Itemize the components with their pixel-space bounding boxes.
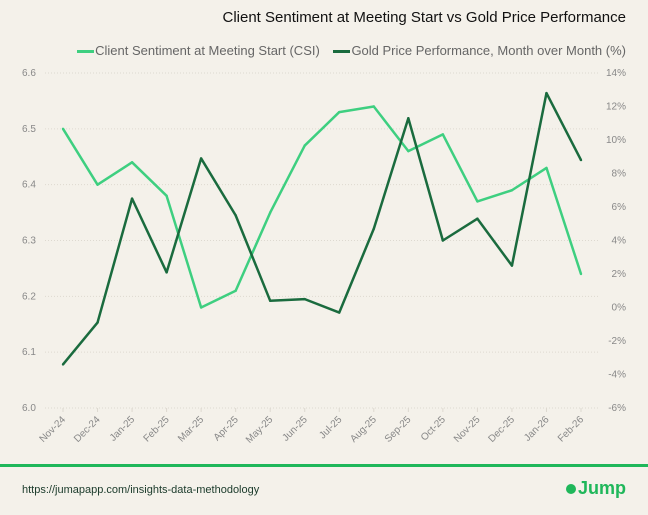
data-point-csi xyxy=(165,194,168,198)
x-tick-label: Nov-24 xyxy=(38,414,69,445)
x-tick-label: May-25 xyxy=(244,414,276,446)
logo-dot-icon xyxy=(565,484,576,495)
data-point-csi xyxy=(303,144,306,147)
x-tick-label: Jan-25 xyxy=(108,414,138,444)
data-point-csi xyxy=(579,272,583,276)
y-right-tick-label: 8% xyxy=(612,169,627,180)
x-tick-label: Mar-25 xyxy=(176,414,206,444)
y-right-tick-label: 4% xyxy=(612,236,627,247)
y-right-tick-label: -2% xyxy=(608,336,626,347)
data-point-gold xyxy=(199,157,203,160)
jump-logo: Jump xyxy=(565,478,626,499)
legend-item-gold: Gold Price Performance, Month over Month… xyxy=(333,43,626,58)
legend-swatch-csi xyxy=(77,50,95,54)
x-tick-label: Sep-25 xyxy=(383,414,414,445)
y-right-tick-label: -4% xyxy=(608,370,626,381)
x-tick-label: Apr-25 xyxy=(212,414,241,443)
footer-divider xyxy=(0,464,648,467)
legend-label-csi: Client Sentiment at Meeting Start (CSI) xyxy=(95,43,320,58)
data-point-gold xyxy=(545,91,548,95)
data-point-gold xyxy=(441,239,445,242)
legend: Client Sentiment at Meeting Start (CSI) … xyxy=(0,43,626,58)
y-right-tick-label: -6% xyxy=(608,403,626,414)
data-point-csi xyxy=(372,105,375,108)
data-point-gold xyxy=(338,311,341,314)
data-point-csi xyxy=(510,189,514,192)
data-point-csi xyxy=(269,211,272,214)
y-left-tick-label: 6.6 xyxy=(22,68,36,79)
data-point-gold xyxy=(96,321,99,324)
data-point-gold xyxy=(303,297,306,301)
x-tick-label: Oct-25 xyxy=(419,414,448,443)
y-left-tick-label: 6.2 xyxy=(22,291,36,302)
data-point-gold xyxy=(476,217,479,220)
data-point-gold xyxy=(579,158,583,162)
x-tick-label: Dec-24 xyxy=(72,414,103,445)
y-right-tick-label: 12% xyxy=(606,102,626,113)
y-right-tick-label: 6% xyxy=(612,202,627,213)
data-point-gold xyxy=(510,264,514,267)
data-point-gold xyxy=(372,227,375,230)
data-point-csi xyxy=(476,200,479,203)
y-right-tick-label: 10% xyxy=(606,135,626,146)
data-point-gold xyxy=(407,117,410,120)
y-right-tick-label: 0% xyxy=(612,303,627,314)
data-point-csi xyxy=(199,306,203,309)
logo-text: Jump xyxy=(577,478,626,498)
y-right-tick-label: 2% xyxy=(612,269,627,280)
x-tick-label: Dec-25 xyxy=(486,414,517,445)
y-left-tick-label: 6.4 xyxy=(22,180,36,191)
x-tick-label: Feb-25 xyxy=(142,414,172,444)
data-point-csi xyxy=(545,166,548,170)
series-line-gold xyxy=(62,91,583,366)
data-point-gold xyxy=(234,214,237,217)
chart-plot: 6.6 6.5 6.4 6.3 6.2 6.1 6.0 14% 12% 10% 8% 6% 4% 2% 0%… xyxy=(22,68,627,446)
legend-label-gold: Gold Price Performance, Month over Month… xyxy=(351,43,626,58)
x-tick-label: Jan-26 xyxy=(522,414,552,444)
x-tick-label: Feb-26 xyxy=(556,414,586,444)
y-left-tick-label: 6.5 xyxy=(22,124,36,135)
legend-swatch-gold xyxy=(333,50,351,54)
data-point-gold xyxy=(269,299,272,302)
y-right-tick-label: 14% xyxy=(606,68,626,79)
data-point-csi xyxy=(338,110,341,114)
y-left-tick-label: 6.0 xyxy=(22,403,36,414)
legend-item-csi: Client Sentiment at Meeting Start (CSI) xyxy=(77,43,320,58)
data-point-gold xyxy=(61,363,65,366)
x-tick-label: Nov-25 xyxy=(452,414,483,445)
data-point-csi xyxy=(61,127,65,131)
x-tick-label: Jun-25 xyxy=(280,414,310,444)
y-left-tick-label: 6.1 xyxy=(22,347,36,358)
data-point-csi xyxy=(234,289,237,292)
y-left-tick-label: 6.3 xyxy=(22,236,36,247)
data-point-gold xyxy=(130,197,134,200)
x-tick-label: Jul-25 xyxy=(317,414,344,441)
footer-url[interactable]: https://jumapapp.com/insights-data-metho… xyxy=(22,484,260,496)
data-point-csi xyxy=(130,161,134,164)
series-line-csi xyxy=(61,105,583,309)
x-tick-label: Aug-25 xyxy=(348,414,379,445)
data-point-csi xyxy=(441,133,445,136)
chart-title: Client Sentiment at Meeting Start vs Gol… xyxy=(222,9,626,26)
data-point-csi xyxy=(407,149,410,153)
data-point-gold xyxy=(165,271,168,274)
data-point-csi xyxy=(96,183,99,186)
